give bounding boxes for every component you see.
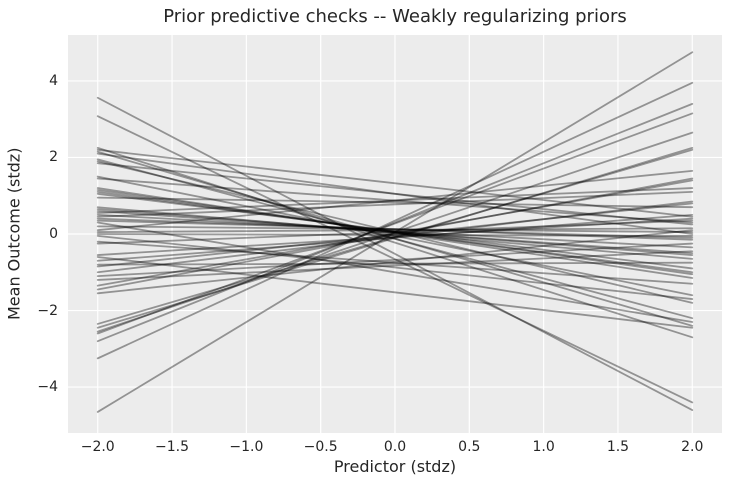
prior-predictive-line <box>96 148 694 218</box>
prior-predictive-line <box>96 160 694 304</box>
prior-predictive-line <box>96 96 694 411</box>
prior-predictive-line <box>96 189 694 276</box>
prior-predictive-line <box>96 150 694 327</box>
prior-predictive-line <box>96 261 694 266</box>
prior-predictive-line <box>96 191 694 218</box>
prior-predictive-line <box>96 213 694 249</box>
x-tick-label: 0.5 <box>458 439 481 455</box>
x-axis-label: Predictor (stdz) <box>333 457 457 476</box>
prior-predictive-line <box>96 112 694 335</box>
prior-predictive-line <box>96 187 694 214</box>
y-tick-label: 0 <box>49 226 58 242</box>
prior-predictive-line <box>96 219 694 245</box>
prior-predictive-line <box>96 225 694 233</box>
prior-predictive-line <box>96 115 694 404</box>
prior-predictive-line <box>96 148 694 325</box>
y-tick-label: −2 <box>37 302 58 319</box>
plot-area <box>68 35 722 433</box>
prior-predictive-line <box>96 210 694 255</box>
prior-predictive-line <box>96 206 694 260</box>
prior-predictive-line <box>96 196 694 209</box>
prior-lines-canvas <box>68 35 722 433</box>
x-tick-label: 1.0 <box>532 439 555 455</box>
prior-predictive-line <box>96 146 694 329</box>
prior-predictive-line <box>96 202 694 268</box>
prior-predictive-line <box>96 175 694 297</box>
prior-predictive-line <box>96 102 694 343</box>
x-tick-label: 0.0 <box>383 439 407 455</box>
prior-predictive-line <box>96 192 694 270</box>
prior-predictive-line <box>96 51 694 413</box>
prior-predictive-line <box>96 221 694 323</box>
x-tick-label: −2.0 <box>80 439 115 455</box>
x-tick-label: −1.0 <box>229 439 264 455</box>
prior-predictive-line <box>96 177 694 291</box>
prior-predictive-line <box>96 177 694 224</box>
prior-predictive-line <box>96 146 694 339</box>
prior-predictive-line <box>96 152 694 235</box>
prior-predictive-line <box>96 227 694 233</box>
prior-predictive-line <box>96 229 694 295</box>
prior-predictive-line <box>96 235 694 300</box>
prior-predictive-line <box>96 81 694 360</box>
prior-predictive-line <box>96 217 694 256</box>
prior-predictive-line <box>96 179 694 287</box>
y-tick-label: 4 <box>49 72 58 89</box>
x-tick-label: −0.5 <box>303 439 338 455</box>
prior-predictive-line <box>96 162 694 226</box>
prior-predictive-line <box>96 169 694 232</box>
chart-title: Prior predictive checks -- Weakly regula… <box>163 6 627 27</box>
prior-predictive-line <box>96 217 694 241</box>
prior-predictive-line <box>96 187 694 279</box>
prior-predictive-line <box>96 200 694 274</box>
prior-predictive-line <box>96 250 694 281</box>
prior-predictive-line <box>96 256 694 329</box>
prior-predictive-line <box>96 191 694 274</box>
prior-predictive-line <box>96 208 694 256</box>
prior-predictive-line <box>96 219 694 239</box>
prior-predictive-line <box>96 158 694 320</box>
prior-predictive-line <box>96 242 694 277</box>
x-tick-label: −1.5 <box>155 439 190 455</box>
prior-predictive-line <box>96 240 694 285</box>
x-tick-label: 1.5 <box>606 439 630 455</box>
prior-predictive-line <box>96 233 694 237</box>
y-tick-label: 2 <box>49 149 58 166</box>
y-tick-label: −4 <box>37 379 58 396</box>
prior-predictive-line <box>96 213 694 262</box>
x-tick-label: 2.0 <box>681 439 704 455</box>
prior-predictive-line <box>96 131 694 333</box>
